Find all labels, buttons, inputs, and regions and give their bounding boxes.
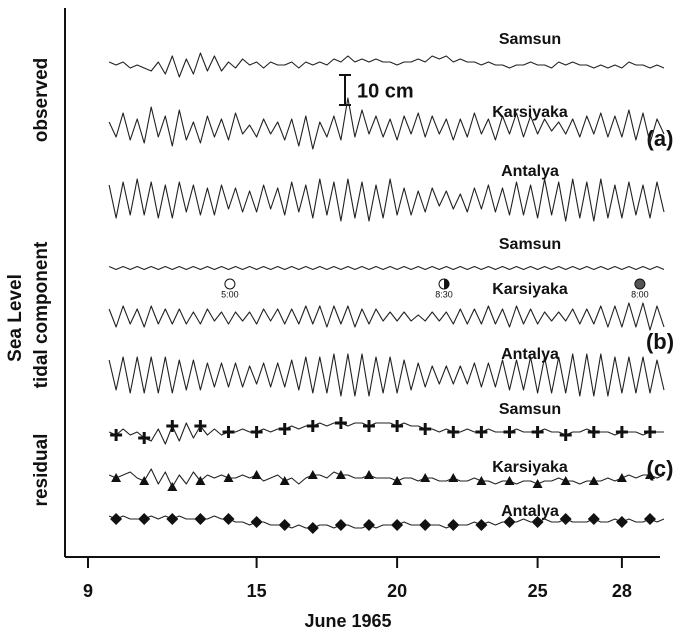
panel-tag: (b) [646,329,674,354]
marker [559,513,572,525]
x-axis-title: June 1965 [304,611,391,631]
marker [306,420,319,432]
marker [559,429,572,441]
marker [587,513,600,525]
station-label: Samsun [499,31,561,48]
marker [419,423,432,435]
marker [194,420,207,432]
moon-phase-label: 5:00 [221,289,239,299]
marker [645,470,655,479]
marker [278,423,291,435]
panel-label: residual [31,434,52,507]
marker [503,516,516,528]
marker [532,479,543,488]
x-tick-label: 9 [83,581,93,601]
trace [108,52,665,78]
marker [111,473,122,482]
x-tick-label: 20 [387,581,407,601]
marker [278,519,291,531]
marker [364,470,374,479]
marker [110,429,123,441]
marker [363,420,375,432]
marker [250,426,263,438]
marker [250,516,263,528]
marker [560,476,571,485]
station-label: Antalya [501,346,559,363]
marker [447,519,460,531]
moon-phase-label: 8:30 [435,289,453,299]
marker [335,470,346,479]
moon-phase-shade [444,279,450,289]
marker [531,516,544,528]
marker [419,519,432,531]
marker [138,513,151,525]
marker [138,432,151,444]
marker [615,426,628,438]
marker [363,519,375,531]
marker [391,420,404,432]
marker [166,420,179,432]
marker [448,473,459,482]
station-label: Antalya [501,163,559,180]
panel-tag: (a) [647,126,674,151]
trace [108,302,665,331]
scale-bar-label: 10 cm [357,80,414,102]
station-label: Karsiyaka [492,459,568,476]
station-label: Samsun [499,401,561,418]
x-tick-label: 25 [528,581,548,601]
station-label: Karsiyaka [492,104,568,121]
marker [222,426,235,438]
marker [392,476,403,485]
marker [195,476,206,485]
marker [447,426,460,438]
marker [644,513,656,525]
moon-phase [634,278,646,290]
marker [644,426,656,438]
marker [587,426,600,438]
station-label: Samsun [499,236,561,253]
trace [108,265,665,271]
marker [334,519,347,531]
marker [334,417,347,429]
marker [279,476,290,485]
panel-label: observed [31,58,52,142]
marker [222,513,235,525]
marker [139,476,150,485]
trace [108,468,665,488]
panel-label: tidal component [31,241,52,388]
marker [615,516,628,528]
y-axis-title: Sea Level [5,274,26,362]
marker [223,473,234,482]
marker [420,473,431,482]
marker [475,426,488,438]
marker [194,513,207,525]
marker [503,426,516,438]
marker [110,513,123,525]
trace [108,515,665,529]
marker [307,470,318,479]
marker [504,476,515,485]
marker [251,470,262,479]
marker [167,482,178,491]
moon-phase [224,278,236,290]
station-label: Karsiyaka [492,281,568,298]
trace [108,178,665,222]
trace [108,97,665,150]
moon-phase-label: 8:00 [631,289,649,299]
marker [616,473,627,482]
marker [391,519,404,531]
x-tick-label: 15 [247,581,267,601]
x-tick-label: 28 [612,581,632,601]
marker [531,426,544,438]
marker [306,522,319,534]
marker [475,519,488,531]
trace [108,422,664,445]
marker [588,476,599,485]
marker [166,513,179,525]
marker [476,476,487,485]
station-label: Antalya [501,503,559,520]
trace [108,353,665,397]
